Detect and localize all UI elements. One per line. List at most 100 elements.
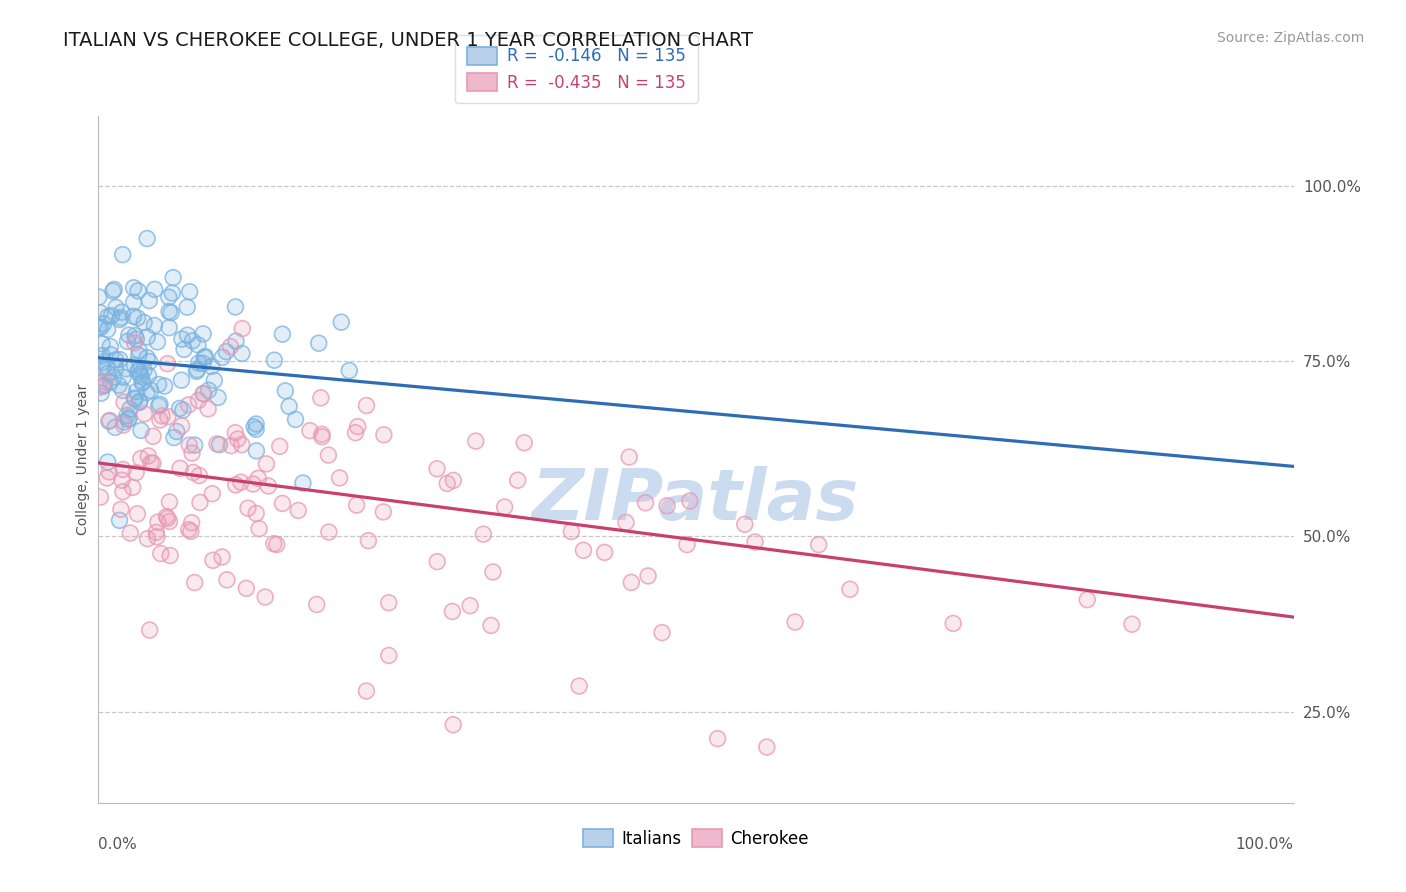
- Point: [108, 312, 131, 326]
- Point: [225, 477, 247, 491]
- Point: [122, 295, 145, 310]
- Point: [208, 438, 231, 452]
- Point: [128, 394, 150, 409]
- Point: [169, 461, 191, 475]
- Point: [179, 285, 201, 299]
- Point: [138, 293, 160, 308]
- Point: [129, 451, 152, 466]
- Point: [346, 498, 368, 512]
- Point: [225, 477, 247, 491]
- Point: [156, 357, 179, 371]
- Point: [263, 353, 285, 368]
- Point: [284, 412, 307, 426]
- Point: [181, 466, 204, 480]
- Point: [186, 364, 208, 378]
- Point: [112, 395, 135, 409]
- Point: [103, 283, 125, 297]
- Point: [373, 505, 395, 519]
- Point: [96, 360, 118, 375]
- Point: [124, 358, 146, 372]
- Point: [162, 286, 184, 301]
- Point: [122, 281, 145, 295]
- Point: [149, 413, 172, 427]
- Point: [157, 304, 180, 318]
- Point: [153, 379, 176, 393]
- Point: [125, 384, 148, 399]
- Point: [111, 305, 134, 319]
- Point: [191, 326, 214, 341]
- Point: [91, 379, 114, 393]
- Point: [96, 471, 118, 485]
- Point: [172, 403, 194, 417]
- Point: [146, 530, 169, 544]
- Point: [211, 549, 233, 564]
- Point: [464, 434, 486, 449]
- Point: [125, 466, 148, 480]
- Point: [225, 334, 247, 348]
- Point: [118, 402, 141, 417]
- Point: [122, 310, 145, 324]
- Point: [169, 401, 191, 416]
- Point: [426, 555, 449, 569]
- Point: [160, 306, 183, 320]
- Point: [676, 538, 699, 552]
- Point: [245, 443, 267, 458]
- Point: [269, 439, 291, 453]
- Point: [104, 352, 127, 367]
- Point: [160, 306, 183, 320]
- Point: [215, 573, 238, 587]
- Point: [231, 346, 253, 360]
- Point: [231, 438, 253, 452]
- Point: [593, 545, 616, 559]
- Point: [118, 411, 141, 425]
- Point: [112, 418, 135, 433]
- Point: [202, 373, 225, 387]
- Point: [197, 401, 219, 416]
- Point: [176, 328, 198, 343]
- Point: [560, 524, 582, 539]
- Point: [143, 318, 166, 333]
- Point: [637, 569, 659, 583]
- Point: [274, 384, 297, 398]
- Point: [344, 425, 367, 440]
- Point: [211, 549, 233, 564]
- Text: ITALIAN VS CHEROKEE COLLEGE, UNDER 1 YEAR CORRELATION CHART: ITALIAN VS CHEROKEE COLLEGE, UNDER 1 YEA…: [63, 31, 754, 50]
- Point: [124, 358, 146, 372]
- Point: [108, 378, 131, 392]
- Point: [254, 590, 277, 604]
- Point: [614, 516, 637, 530]
- Point: [111, 473, 134, 487]
- Point: [205, 437, 228, 451]
- Point: [614, 516, 637, 530]
- Point: [97, 366, 120, 380]
- Point: [245, 417, 267, 431]
- Point: [93, 375, 115, 389]
- Point: [346, 419, 368, 434]
- Point: [330, 315, 353, 329]
- Point: [139, 456, 162, 470]
- Point: [150, 409, 173, 423]
- Point: [104, 352, 127, 367]
- Point: [187, 356, 209, 370]
- Point: [186, 364, 208, 378]
- Point: [568, 679, 591, 693]
- Point: [124, 328, 146, 343]
- Point: [110, 310, 132, 325]
- Point: [188, 495, 211, 509]
- Point: [676, 538, 699, 552]
- Point: [90, 320, 112, 334]
- Point: [208, 438, 231, 452]
- Text: Source: ZipAtlas.com: Source: ZipAtlas.com: [1216, 31, 1364, 45]
- Point: [136, 351, 159, 365]
- Point: [356, 399, 378, 413]
- Point: [180, 524, 202, 539]
- Point: [188, 468, 211, 483]
- Point: [91, 355, 114, 369]
- Point: [136, 351, 159, 365]
- Point: [180, 516, 202, 530]
- Point: [112, 370, 135, 384]
- Point: [127, 507, 149, 521]
- Point: [128, 395, 150, 409]
- Point: [157, 320, 180, 334]
- Point: [634, 496, 657, 510]
